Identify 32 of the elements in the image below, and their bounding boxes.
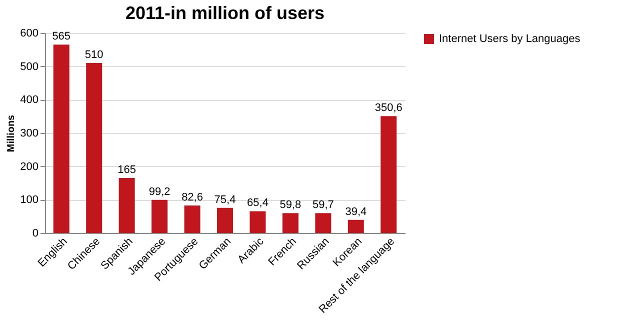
bar <box>217 208 233 233</box>
data-label: 565 <box>52 30 71 43</box>
bar <box>250 211 266 233</box>
bar <box>152 200 168 233</box>
data-label: 165 <box>118 164 136 176</box>
y-axis-title: Millions <box>6 114 18 152</box>
bar <box>86 63 102 233</box>
y-tick-label: 300 <box>20 128 38 140</box>
bar <box>380 116 397 233</box>
data-label: 59,7 <box>312 199 334 212</box>
bar <box>348 220 364 233</box>
y-tick-label: 100 <box>20 194 38 206</box>
y-tick-label: 600 <box>20 28 38 40</box>
data-label: 75,4 <box>214 194 236 206</box>
data-label: 99,2 <box>148 186 170 198</box>
y-tick-label: 400 <box>20 94 38 106</box>
bar <box>315 213 332 233</box>
data-label: 350,6 <box>374 102 402 114</box>
data-label: 510 <box>84 49 104 61</box>
y-tick-label: 500 <box>20 60 38 73</box>
data-label: 65,4 <box>247 197 268 210</box>
bar <box>282 213 298 233</box>
data-label: 39,4 <box>345 206 367 218</box>
y-tick-label: 200 <box>20 160 38 173</box>
bar <box>118 178 135 233</box>
y-tick-label: 0 <box>32 228 38 240</box>
bar <box>184 205 200 233</box>
data-label: 59,8 <box>280 199 302 212</box>
legend-label: Internet Users by Languages <box>439 33 581 45</box>
data-label: 82,6 <box>182 191 203 204</box>
chart-title: 2011-in million of users <box>125 3 325 23</box>
bar <box>53 44 70 233</box>
